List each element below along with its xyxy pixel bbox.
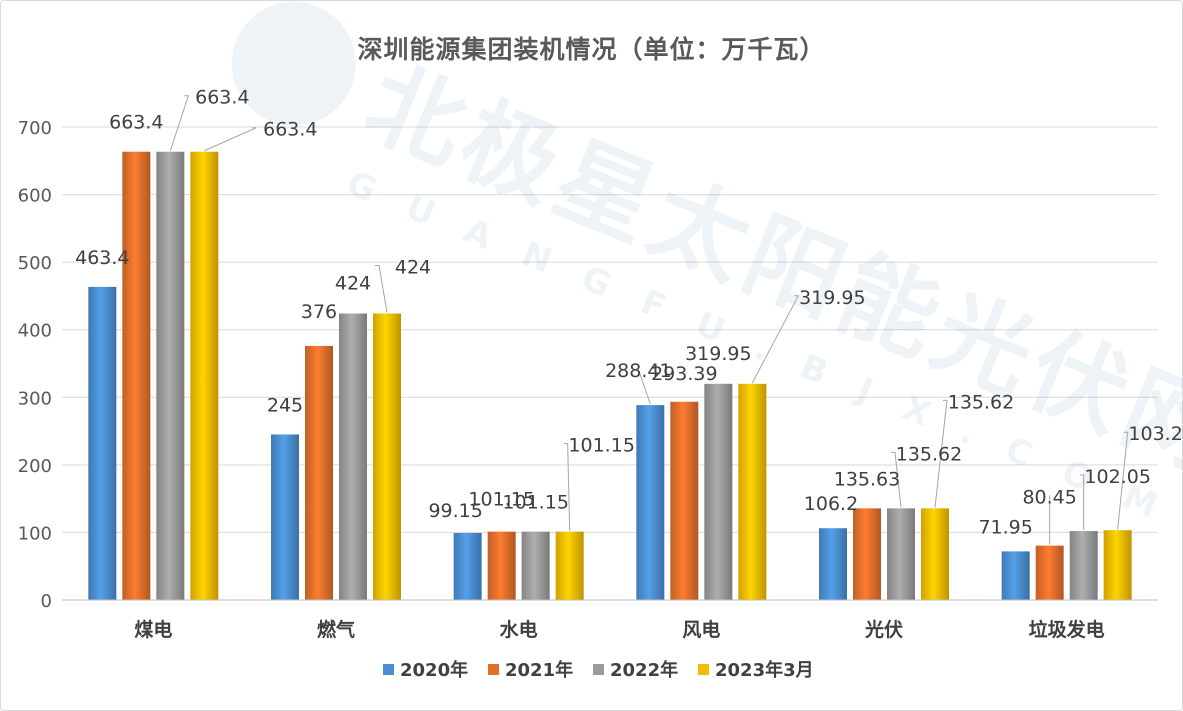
data-label: 101.15 — [568, 435, 634, 457]
data-label: 424 — [395, 256, 431, 278]
leader-line — [169, 95, 190, 151]
leader-line — [751, 295, 800, 384]
x-category-label: 光伏 — [864, 618, 903, 641]
data-label: 101.15 — [502, 492, 568, 514]
leader-line — [1079, 474, 1085, 531]
y-tick-label: 100 — [18, 523, 52, 544]
bars — [88, 151, 1132, 600]
bar — [373, 313, 401, 600]
data-label: 99.15 — [428, 500, 482, 522]
x-category-label: 水电 — [500, 618, 538, 641]
bar — [921, 508, 949, 600]
bar — [156, 151, 185, 600]
data-label: 424 — [335, 272, 371, 294]
data-label: 135.62 — [896, 443, 962, 465]
x-category-label: 煤电 — [134, 618, 172, 641]
legend-label: 2023年3月 — [715, 659, 814, 681]
x-category-label: 垃圾发电 — [1029, 618, 1105, 641]
bar — [271, 434, 299, 600]
bar — [887, 508, 915, 600]
data-labels: 463.4 245 99.15 288.41 106.2 71.95 663.4 376 101… — [75, 87, 1183, 539]
leader-line — [1117, 431, 1129, 530]
bar — [555, 531, 584, 600]
data-label: 135.62 — [948, 391, 1014, 413]
legend-swatch — [698, 664, 709, 675]
data-label: 663.4 — [109, 112, 163, 134]
chart-title: 深圳能源集团装机情况（单位：万千瓦） — [357, 35, 826, 64]
y-tick-label: 200 — [18, 456, 52, 477]
bar — [738, 383, 767, 600]
y-tick-label: 600 — [18, 186, 52, 207]
data-label: 135.63 — [834, 468, 900, 490]
data-label: 71.95 — [978, 516, 1032, 538]
bar — [853, 508, 881, 600]
data-label: 319.95 — [685, 343, 751, 365]
bar — [819, 528, 847, 600]
data-label: 663.4 — [195, 87, 249, 109]
data-label: 293.39 — [651, 363, 717, 385]
y-tick-label: 400 — [18, 321, 52, 342]
leader-line — [375, 264, 388, 313]
data-label: 103.25 — [1128, 423, 1183, 445]
y-tick-label: 700 — [18, 118, 52, 139]
bar — [1035, 545, 1064, 600]
gridlines — [62, 126, 1158, 601]
data-label: 101.15 — [468, 489, 534, 511]
data-label: 376 — [301, 301, 337, 323]
bar — [305, 345, 333, 600]
legend-label: 2022年 — [610, 659, 678, 681]
bar — [704, 383, 733, 600]
legend-swatch — [488, 664, 499, 675]
leader-line — [563, 443, 571, 531]
bar — [487, 531, 516, 600]
bar — [670, 401, 699, 600]
legend-swatch — [383, 664, 394, 675]
legend-swatch — [593, 664, 604, 675]
leader-line — [934, 399, 948, 508]
bar — [1001, 551, 1030, 600]
data-label: 245 — [267, 394, 303, 416]
data-label: 463.4 — [75, 247, 129, 269]
y-tick-label: 300 — [18, 388, 52, 409]
x-category-label: 燃气 — [317, 618, 355, 641]
data-label: 106.2 — [804, 493, 858, 515]
bar — [453, 533, 482, 600]
data-label: 663.4 — [263, 119, 317, 141]
axes: 0 100 200 300 400 500 600 700 煤电 燃气 水电 风电 光伏 垃圾发电 — [18, 118, 1158, 641]
leader-line — [891, 451, 902, 508]
data-label: 102.05 — [1084, 466, 1150, 488]
y-tick-label: 0 — [41, 591, 52, 612]
y-tick-label: 500 — [18, 253, 52, 274]
data-label: 319.95 — [799, 287, 865, 309]
leader-line — [204, 127, 257, 152]
legend-label: 2020年 — [400, 659, 468, 681]
x-category-label: 风电 — [682, 618, 720, 641]
bar — [521, 531, 550, 600]
bar — [339, 313, 367, 600]
leader-line — [637, 368, 651, 405]
bar — [190, 151, 219, 600]
bar — [1103, 530, 1132, 600]
data-label: 288.41 — [605, 360, 671, 382]
data-label: 80.45 — [1022, 487, 1076, 509]
bar — [636, 405, 665, 600]
leader-lines — [169, 95, 1129, 545]
watermark-logo — [231, 1, 356, 126]
bar — [88, 286, 117, 600]
legend: 2020年 2021年 2022年 2023年3月 — [383, 659, 814, 681]
bar — [122, 151, 151, 600]
legend-label: 2021年 — [505, 659, 573, 681]
watermark-main-text: 北极星太阳能光伏网 — [351, 45, 1183, 493]
bar — [1069, 531, 1098, 600]
